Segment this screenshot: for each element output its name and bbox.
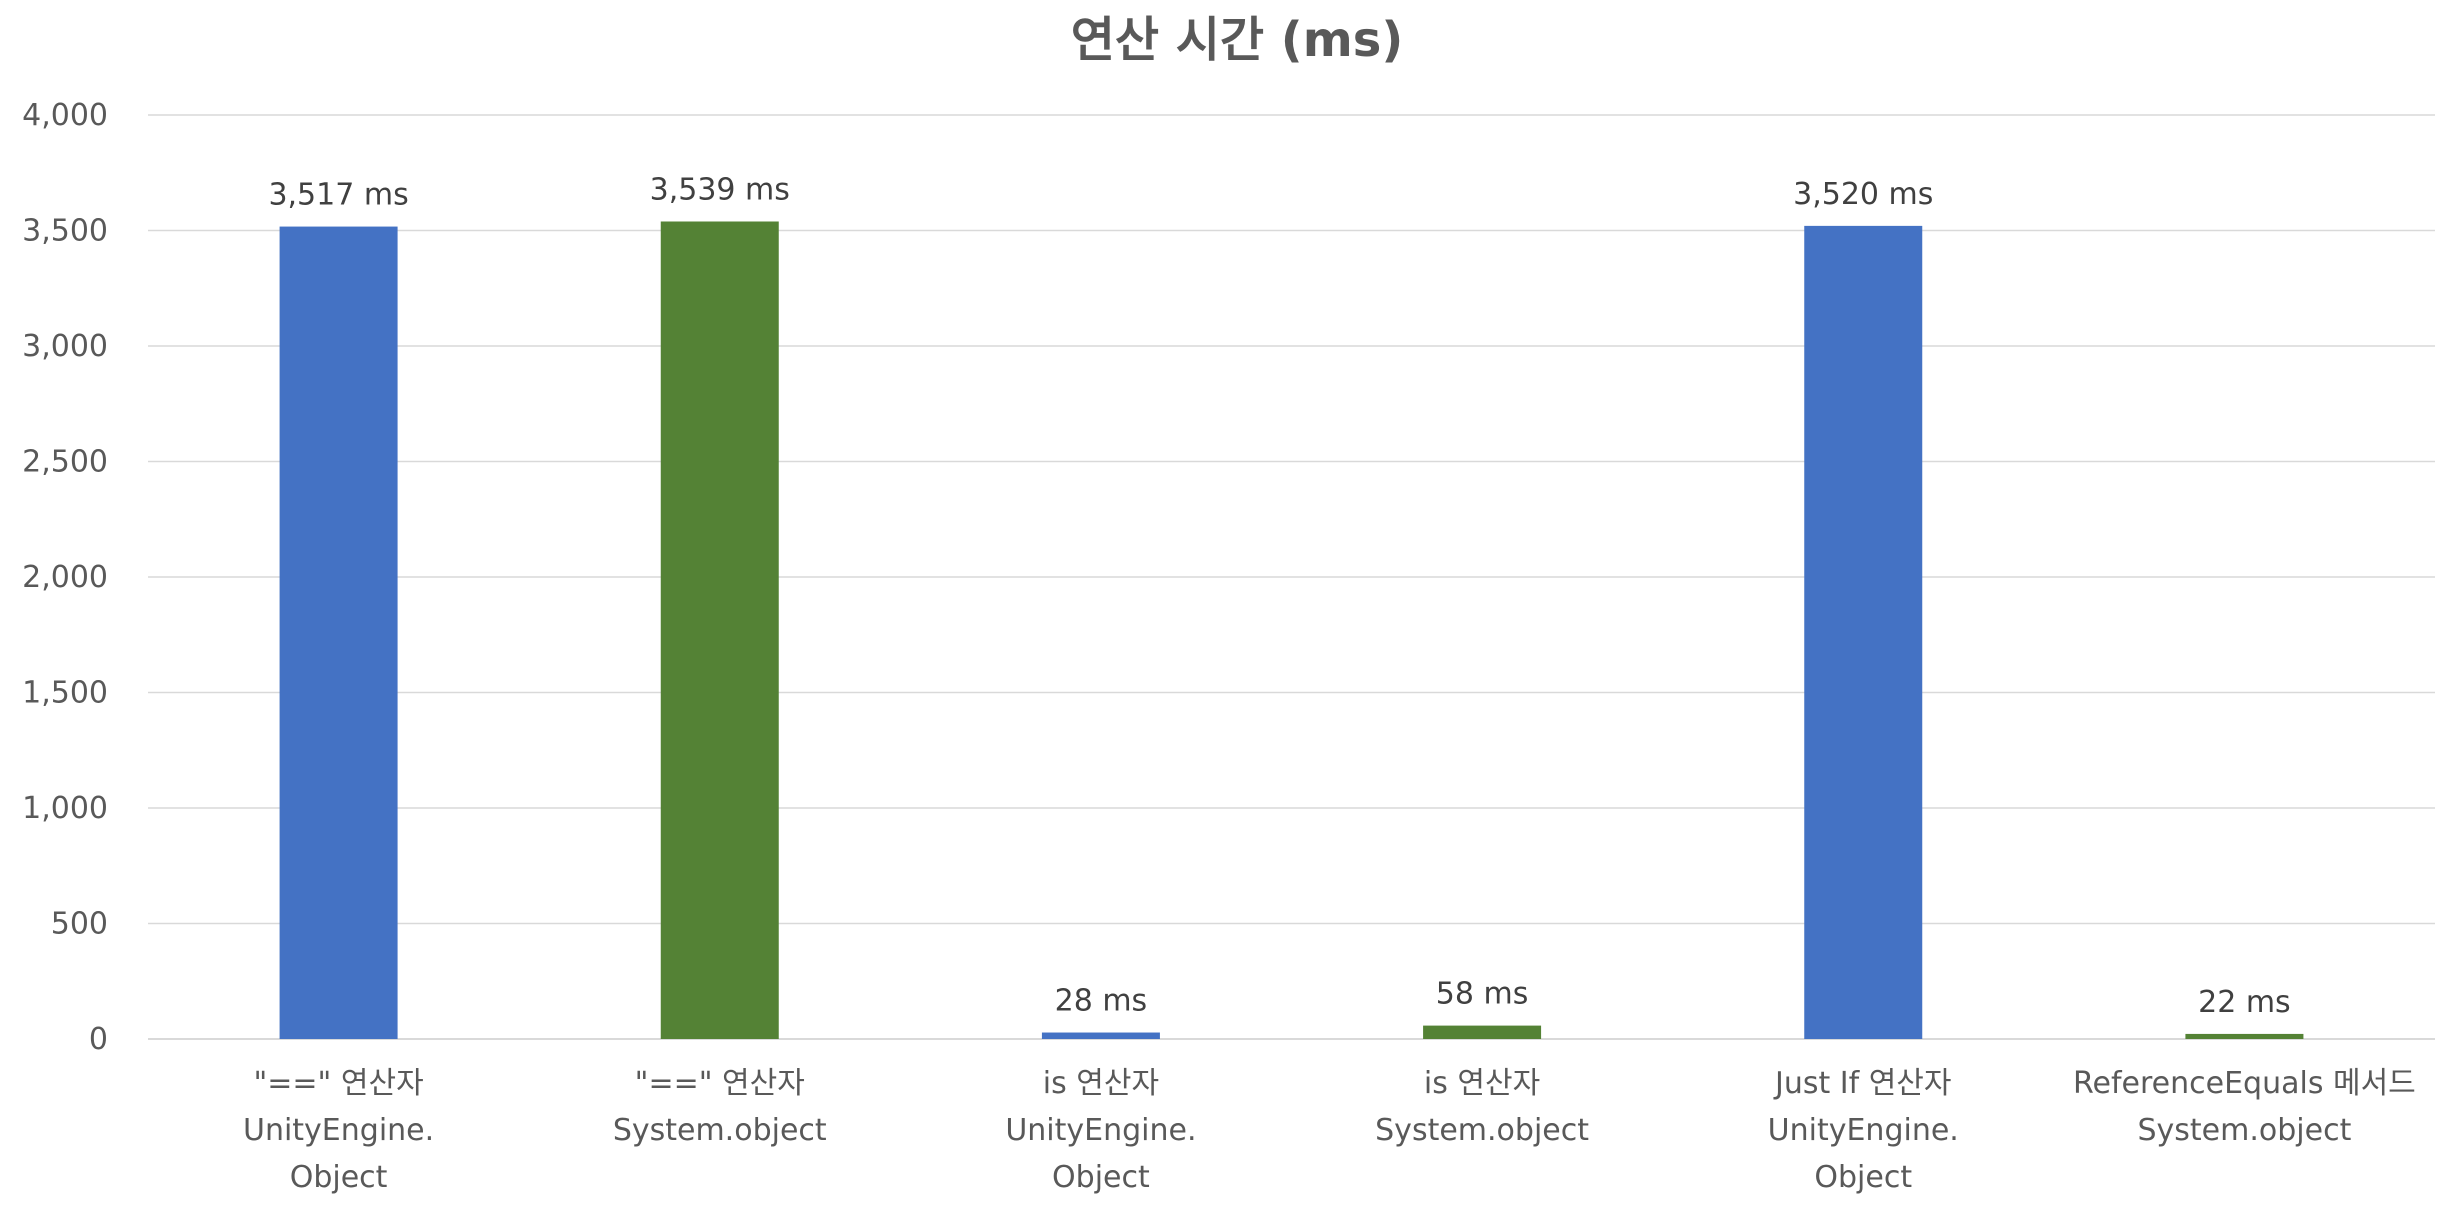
category-label-line: System.object — [613, 1113, 827, 1148]
category-label-line: is 연산자 — [1424, 1066, 1540, 1101]
category-label-line: Object — [1814, 1160, 1912, 1195]
category-label: is 연산자 System.object — [1375, 1066, 1589, 1148]
bars — [279, 221, 2304, 1040]
gridlines — [148, 114, 2435, 1040]
y-tick-label: 500 — [51, 907, 108, 942]
y-tick-label: 3,000 — [22, 329, 108, 364]
data-labels: 3,517 ms 3,539 ms 28 ms 58 ms 3,520 ms 22 ms — [268, 172, 2290, 1019]
category-label-line: Object — [290, 1160, 388, 1195]
y-axis-tick-labels: 0 500 1,000 1,500 2,000 2,500 3,000 3,500 4,000 — [22, 98, 108, 1057]
y-tick-label: 1,500 — [22, 676, 108, 711]
category-label-line: Object — [1052, 1160, 1150, 1195]
category-label: "==" 연산자 System.object — [613, 1066, 827, 1148]
data-label: 3,517 ms — [268, 178, 408, 213]
bar — [1041, 1032, 1160, 1039]
category-label-line: "==" 연산자 — [253, 1066, 423, 1101]
category-label-line: is 연산자 — [1043, 1066, 1159, 1101]
data-label: 58 ms — [1436, 977, 1529, 1012]
category-label: Just If 연산자 UnityEngine. Object — [1768, 1066, 1959, 1195]
category-label-line: System.object — [1375, 1113, 1589, 1148]
bar — [660, 221, 779, 1040]
category-label-line: UnityEngine. — [1005, 1113, 1196, 1148]
bar — [1423, 1025, 1542, 1039]
data-label: 3,539 ms — [650, 172, 790, 207]
bar — [1804, 225, 1923, 1039]
y-tick-label: 0 — [89, 1022, 108, 1057]
category-label-line: ReferenceEquals 메서드 — [2073, 1066, 2416, 1101]
bar — [279, 226, 398, 1039]
data-label: 22 ms — [2198, 985, 2291, 1020]
data-label: 3,520 ms — [1793, 177, 1933, 212]
category-label-line: System.object — [2137, 1113, 2351, 1148]
y-tick-label: 3,500 — [22, 214, 108, 249]
y-tick-label: 1,000 — [22, 791, 108, 826]
category-label: ReferenceEquals 메서드 System.object — [2073, 1066, 2416, 1148]
data-label: 28 ms — [1055, 984, 1148, 1019]
category-label-line: "==" 연산자 — [635, 1066, 805, 1101]
category-label: is 연산자 UnityEngine. Object — [1005, 1066, 1196, 1195]
chart-title: 연산 시간 (ms) — [1071, 12, 1404, 68]
category-label-line: Just If 연산자 — [1773, 1066, 1952, 1101]
x-axis-category-labels: "==" 연산자 UnityEngine. Object "==" 연산자 System… — [243, 1066, 2416, 1195]
category-label-line: UnityEngine. — [1768, 1113, 1959, 1148]
bar — [2185, 1033, 2304, 1039]
category-label: "==" 연산자 UnityEngine. Object — [243, 1066, 434, 1195]
y-tick-label: 2,500 — [22, 445, 108, 480]
y-tick-label: 4,000 — [22, 98, 108, 133]
y-tick-label: 2,000 — [22, 560, 108, 595]
category-label-line: UnityEngine. — [243, 1113, 434, 1148]
